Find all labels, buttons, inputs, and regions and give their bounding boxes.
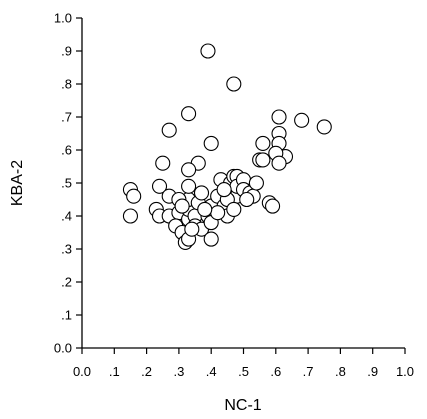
x-tick-label: 1.0 [396, 364, 414, 379]
y-tick-label: .7 [61, 110, 72, 125]
data-point [248, 175, 264, 191]
y-tick-label: .4 [61, 209, 72, 224]
y-axis-title: KBA-2 [9, 160, 26, 206]
y-tick-label: .2 [61, 275, 72, 290]
data-point [271, 155, 287, 171]
y-tick-label: 0.0 [54, 341, 72, 356]
x-tick-label: .8 [335, 364, 346, 379]
x-tick-label: .9 [367, 364, 378, 379]
data-point [122, 208, 138, 224]
data-point [216, 182, 232, 198]
data-point [226, 76, 242, 92]
y-tick-label: .1 [61, 308, 72, 323]
y-tick-label: .6 [61, 143, 72, 158]
data-point [184, 221, 200, 237]
data-point [210, 205, 226, 221]
data-point [181, 162, 197, 178]
data-point [255, 135, 271, 151]
data-point [239, 191, 255, 208]
data-point [271, 109, 287, 125]
y-tick-label: .9 [61, 44, 72, 59]
x-tick-label: .6 [270, 364, 281, 379]
data-point [316, 119, 332, 135]
data-point [181, 106, 197, 122]
x-axis-title: NC-1 [224, 397, 261, 414]
data-point [193, 185, 210, 201]
data-point [255, 152, 271, 168]
data-point [126, 188, 142, 204]
y-tick-label: 1.0 [54, 11, 72, 26]
y-tick-label: .8 [61, 77, 72, 92]
data-point [174, 198, 190, 214]
data-point [265, 198, 281, 214]
x-tick-label: .2 [141, 364, 152, 379]
data-point [203, 231, 219, 247]
data-point [294, 112, 310, 128]
data-point [161, 122, 177, 138]
data-point [151, 178, 168, 194]
y-tick-label: .3 [61, 242, 72, 257]
y-axis-ticks: 0.0 .1 .2 .3 .4 .5 .6 .7 .8 .9 1.0 [54, 11, 82, 356]
x-tick-label: .3 [173, 364, 184, 379]
x-axis-ticks: 0.0 .1 .2 .3 .4 .5 .6 .7 .8 .9 1.0 [73, 348, 414, 379]
data-points [122, 43, 332, 250]
data-point [181, 178, 197, 194]
x-tick-label: .5 [238, 364, 249, 379]
data-point [197, 201, 213, 217]
x-tick-label: .7 [303, 364, 314, 379]
data-point [203, 135, 219, 151]
x-tick-label: 0.0 [73, 364, 91, 379]
data-point [155, 155, 171, 171]
y-tick-label: .5 [61, 176, 72, 191]
x-tick-label: .4 [206, 364, 217, 379]
x-tick-label: .1 [109, 364, 120, 379]
data-point [226, 201, 242, 217]
data-point [200, 43, 216, 59]
